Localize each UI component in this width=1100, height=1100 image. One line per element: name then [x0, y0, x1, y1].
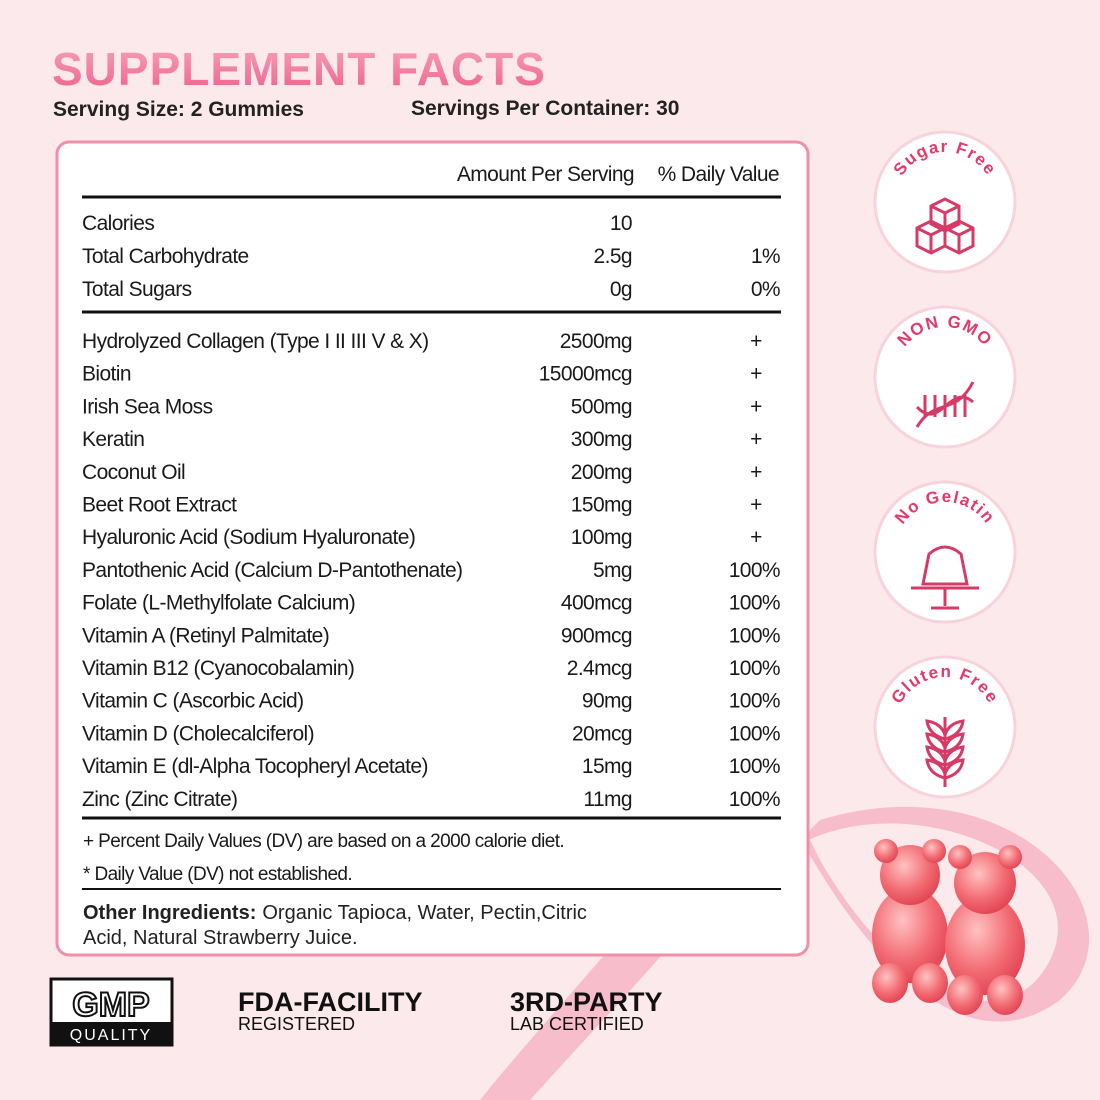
daily-value: +	[750, 395, 762, 418]
serving-size: Serving Size: 2 Gummies	[53, 98, 304, 121]
icon	[931, 588, 959, 610]
nutrient-amount: 90mg	[582, 690, 632, 713]
other-ingredients-line: Organic Tapioca, Water, Pectin,Citric	[262, 902, 587, 924]
nutrient-amount: 500mg	[571, 395, 632, 418]
nutrient-name: Beet Root Extract	[82, 494, 237, 517]
nutrient-amount: 2.5g	[594, 245, 632, 268]
nutrient-amount: 15000mcg	[539, 363, 632, 386]
nutrient-amount: 100mg	[571, 526, 632, 549]
nutrient-name: Biotin	[82, 363, 131, 386]
footnote: + Percent Daily Values (DV) are based on…	[83, 831, 564, 852]
nutrient-amount: 200mg	[571, 461, 632, 484]
daily-value: +	[750, 428, 762, 451]
daily-value: 100%	[729, 690, 780, 713]
cert-subtitle: LAB CERTIFIED	[510, 1014, 644, 1034]
nutrient-amount: 10	[610, 212, 632, 235]
nutrient-amount: 11mg	[583, 788, 632, 811]
nutrient-name: Vitamin D (Cholecalciferol)	[82, 722, 314, 745]
other-ingredients: Other Ingredients: Organic Tapioca, Water…	[83, 902, 587, 924]
nutrient-name: Vitamin B12 (Cyanocobalamin)	[82, 657, 354, 680]
nutrient-amount: 15mg	[582, 755, 632, 778]
nutrient-amount: 0g	[610, 278, 632, 301]
nutrient-name: Total Carbohydrate	[82, 245, 249, 268]
badge	[873, 480, 1017, 624]
nutrient-name: Hyaluronic Acid (Sodium Hyaluronate)	[82, 526, 415, 549]
cert-title: FDA-FACILITY	[238, 987, 422, 1017]
column-header: % Daily Value	[658, 163, 779, 186]
daily-value: 100%	[729, 788, 780, 811]
daily-value: 100%	[729, 592, 780, 615]
nutrient-name: Total Sugars	[82, 278, 192, 301]
gummy-bears	[872, 839, 1025, 1015]
nutrient-name: Coconut Oil	[82, 461, 185, 484]
badge	[873, 130, 1017, 274]
nutrient-amount: 20mcg	[572, 722, 632, 745]
daily-value: 100%	[729, 755, 780, 778]
daily-value: 100%	[729, 722, 780, 745]
daily-value: +	[750, 363, 762, 386]
daily-value: +	[750, 330, 762, 353]
icon	[921, 545, 969, 586]
nutrient-name: Calories	[82, 212, 154, 235]
daily-value: 100%	[729, 559, 780, 582]
nutrient-name: Vitamin C (Ascorbic Acid)	[82, 690, 304, 713]
nutrient-name: Vitamin E (dl-Alpha Tocopheryl Acetate)	[82, 755, 428, 778]
icon	[925, 758, 965, 780]
nutrient-amount: 5mg	[593, 559, 632, 582]
daily-value: +	[750, 494, 762, 517]
icon	[943, 219, 975, 255]
footnote: * Daily Value (DV) not established.	[83, 864, 352, 885]
title: SUPPLEMENT FACTS	[52, 43, 546, 95]
gmp-band	[51, 1022, 172, 1045]
gmp-quality: QUALITY	[70, 1027, 152, 1044]
daily-value: 100%	[729, 657, 780, 680]
nutrient-name: Zinc (Zinc Citrate)	[82, 788, 237, 811]
nutrient-name: Vitamin A (Retinyl Palmitate)	[82, 624, 329, 647]
other-ingredients-label: Other Ingredients:	[83, 902, 256, 924]
nutrient-name: Keratin	[82, 428, 144, 451]
facts-panel	[55, 140, 810, 957]
nutrient-amount: 150mg	[571, 494, 632, 517]
cert-title: 3RD-PARTY	[510, 987, 663, 1017]
rows: Calories 10 Total Carbohydrate 2.5g 1% Total …	[82, 195, 781, 949]
badge	[873, 305, 1017, 449]
daily-value: 0%	[751, 278, 780, 301]
other-ingredients-line: Acid, Natural Strawberry Juice.	[83, 927, 358, 949]
servings-per-container: Servings Per Container: 30	[411, 97, 679, 120]
nutrient-amount: 300mg	[571, 428, 632, 451]
nutrient-amount: 2500mg	[560, 330, 632, 353]
column-header: Amount Per Serving	[457, 163, 634, 186]
nutrient-name: Pantothenic Acid (Calcium D-Pantothenate…	[82, 559, 462, 582]
gmp-label: GMP	[72, 986, 149, 1024]
ribbon	[480, 740, 1090, 1100]
nutrient-amount: 900mcg	[561, 624, 632, 647]
daily-value: 1%	[751, 245, 780, 268]
nutrient-name: Folate (L-Methylfolate Calcium)	[82, 592, 355, 615]
nutrient-name: Irish Sea Moss	[82, 395, 213, 418]
daily-value: +	[750, 526, 762, 549]
cert-subtitle: REGISTERED	[238, 1014, 355, 1034]
nutrient-amount: 2.4mcg	[567, 657, 632, 680]
daily-value: 100%	[729, 624, 780, 647]
nutrient-amount: 400mcg	[561, 592, 632, 615]
daily-value: +	[750, 461, 762, 484]
nutrient-name: Hydrolyzed Collagen (Type I II III V & X…	[82, 330, 429, 353]
